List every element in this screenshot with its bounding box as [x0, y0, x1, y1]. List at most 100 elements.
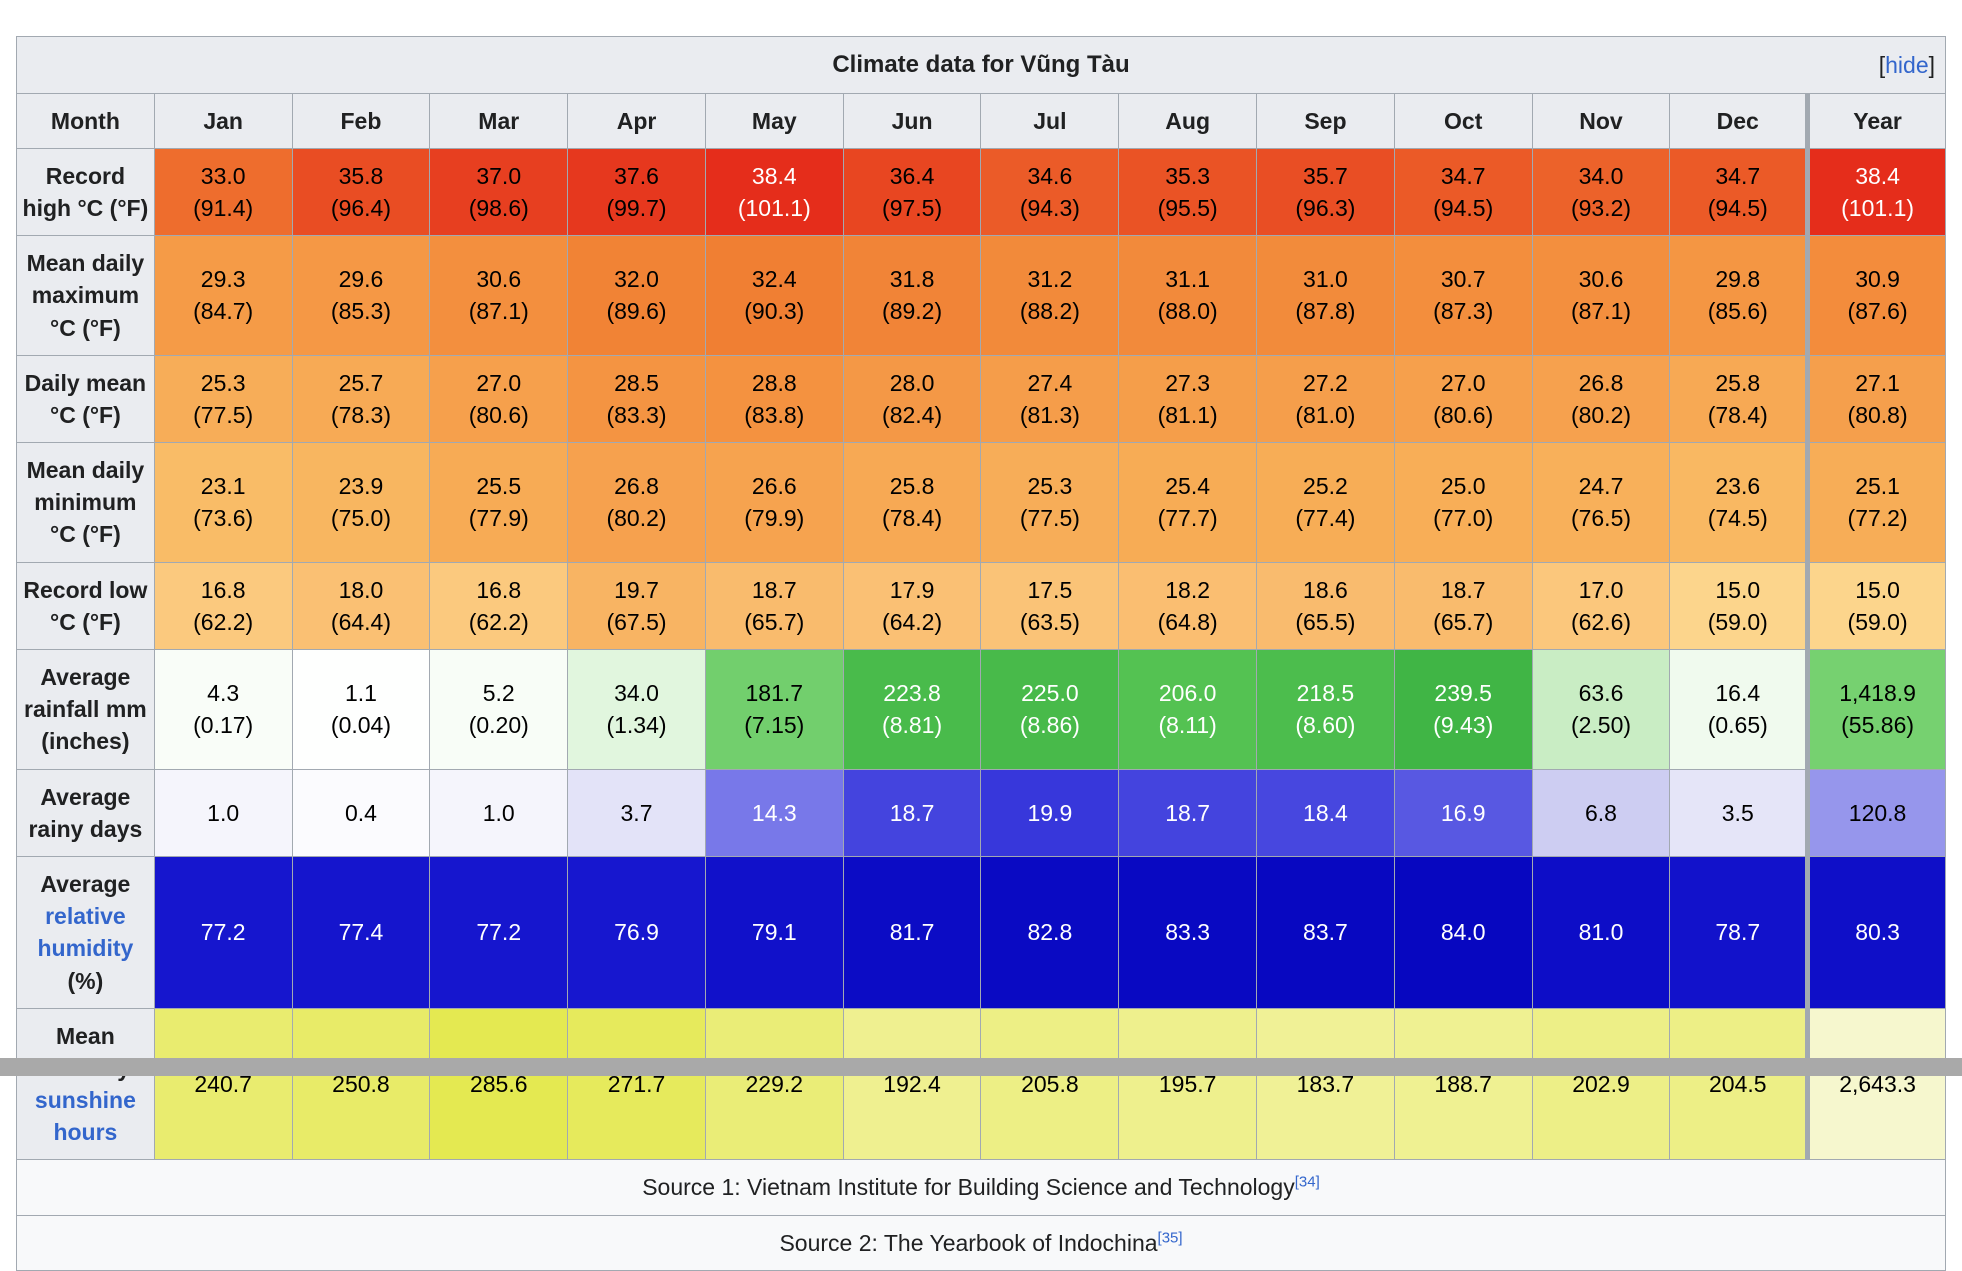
- cell-secondary-value: (63.5): [1019, 608, 1080, 635]
- month-cell: 4.3 (0.17): [153, 649, 293, 770]
- cell-secondary-value: (62.2): [468, 608, 529, 635]
- cell-secondary-value: (64.2): [882, 608, 943, 635]
- month-cell: 18.7: [842, 768, 982, 857]
- cell-value: 18.6: [1303, 576, 1348, 603]
- source-cell-1: Source 1: Vietnam Institute for Building…: [16, 1159, 1946, 1216]
- bracket-close: ]: [1928, 51, 1935, 78]
- cell-value: 30.7: [1440, 266, 1486, 293]
- cell-value: 26.8: [614, 473, 659, 500]
- column-header-oct: Oct: [1393, 92, 1533, 149]
- cell-secondary-value: (8.11): [1158, 712, 1217, 739]
- cell-secondary-value: (87.8): [1295, 298, 1356, 325]
- cell-value: 33.0: [200, 162, 246, 189]
- month-cell: 25.3 (77.5): [153, 354, 293, 444]
- month-cell: 25.5 (77.9): [429, 442, 569, 563]
- month-cell: 83.7: [1256, 855, 1395, 1009]
- cell-secondary-value: (101.1): [737, 194, 811, 221]
- month-cell: 202.9: [1531, 1007, 1671, 1161]
- cell-value: 4.3: [207, 680, 240, 707]
- cell-secondary-value: (0.04): [330, 712, 391, 739]
- cell-value: 120.8: [1848, 799, 1907, 826]
- cell-value: 30.9: [1855, 266, 1900, 293]
- column-header-month: Month: [16, 92, 155, 149]
- cell-value: 25.0: [1440, 473, 1486, 500]
- column-header-year: Year: [1805, 92, 1946, 149]
- cell-secondary-value: (85.6): [1707, 298, 1768, 325]
- cell-value: 1,418.9: [1839, 680, 1916, 707]
- month-cell: 32.0 (89.6): [567, 235, 706, 356]
- month-cell: 25.3 (77.5): [980, 442, 1120, 563]
- cell-value: 18.7: [889, 799, 935, 826]
- cell-value: 25.3: [200, 369, 246, 396]
- cell-value: 218.5: [1296, 680, 1355, 707]
- month-cell: 77.2: [429, 855, 569, 1009]
- cell-value: 76.9: [614, 919, 659, 946]
- cell-secondary-value: (88.2): [1019, 298, 1080, 325]
- cell-value: 28.0: [889, 369, 935, 396]
- column-header-dec: Dec: [1669, 92, 1809, 149]
- cell-value: 24.7: [1578, 473, 1624, 500]
- reference-link-35[interactable]: [35]: [1157, 1229, 1183, 1246]
- cell-value: 32.4: [751, 266, 797, 293]
- cell-secondary-value: (59.0): [1707, 608, 1768, 635]
- cell-secondary-value: (64.8): [1157, 608, 1218, 635]
- row-label-link[interactable]: sunshine hours: [34, 1087, 136, 1146]
- source-cell-2: Source 2: The Yearbook of Indochina[35]: [16, 1214, 1946, 1271]
- cell-value: 17.0: [1578, 576, 1624, 603]
- month-cell: 18.0 (64.4): [291, 561, 431, 651]
- cell-value: 5.2: [482, 680, 515, 707]
- cell-secondary-value: (88.0): [1157, 298, 1218, 325]
- row-label-link[interactable]: relative humidity: [37, 903, 134, 962]
- cell-value: 27.3: [1165, 369, 1211, 396]
- month-cell: 18.7: [1118, 768, 1258, 857]
- month-cell: 206.0 (8.11): [1118, 649, 1258, 770]
- cell-value: 18.7: [751, 576, 797, 603]
- month-cell: 31.1 (88.0): [1118, 235, 1258, 356]
- hide-link[interactable]: hide: [1885, 51, 1929, 78]
- source-2-text: Source 2: The Yearbook of Indochina: [779, 1229, 1158, 1256]
- month-cell: 77.4: [291, 855, 431, 1009]
- table-head: Climate data for Vũng Tàu [hide] Month Ja…: [16, 36, 1946, 149]
- source-row-1: Source 1: Vietnam Institute for Building…: [16, 1159, 1946, 1216]
- cell-value: 15.0: [1855, 576, 1900, 603]
- month-cell: 31.8 (89.2): [842, 235, 982, 356]
- cell-value: 79.1: [751, 919, 797, 946]
- cell-secondary-value: (94.3): [1019, 194, 1080, 221]
- title-row: Climate data for Vũng Tàu [hide]: [16, 36, 1946, 94]
- table-row: Record high °C (°F) 33.0 (91.4) 35.8 (96.4) 3…: [16, 147, 1946, 237]
- row-label: Average rainy days: [16, 768, 155, 857]
- source-2-ref: [35]: [1158, 1229, 1183, 1246]
- month-cell: 25.7 (78.3): [291, 354, 431, 444]
- cell-secondary-value: (0.17): [193, 712, 254, 739]
- cell-secondary-value: (101.1): [1841, 194, 1915, 221]
- bracket-open: [: [1878, 51, 1886, 78]
- month-cell: 31.2 (88.2): [980, 235, 1120, 356]
- cell-value: 83.7: [1303, 919, 1348, 946]
- cell-value: 83.3: [1165, 919, 1211, 946]
- column-header-apr: Apr: [567, 92, 706, 149]
- cell-value: 29.8: [1715, 266, 1761, 293]
- month-cell: 35.8 (96.4): [291, 147, 431, 237]
- column-header-jul: Jul: [980, 92, 1120, 149]
- cell-value: 3.5: [1721, 799, 1754, 826]
- reference-link-34[interactable]: [34]: [1294, 1173, 1320, 1191]
- cell-secondary-value: (98.6): [468, 194, 529, 221]
- cell-secondary-value: (80.6): [468, 401, 529, 428]
- year-cell: 80.3: [1805, 855, 1946, 1009]
- cell-value: 30.6: [1578, 266, 1624, 293]
- page-background: { "page": { "bottom_bar_color": "#a9a9a9…: [0, 36, 1962, 1271]
- cell-value: 25.8: [889, 473, 935, 500]
- cell-secondary-value: (77.0): [1433, 505, 1494, 532]
- month-cell: 25.8 (78.4): [842, 442, 982, 563]
- cell-secondary-value: (85.3): [330, 298, 391, 325]
- month-cell: 37.6 (99.7): [567, 147, 706, 237]
- column-header-jun: Jun: [842, 92, 982, 149]
- cell-value: 26.8: [1578, 369, 1624, 396]
- column-header-feb: Feb: [291, 92, 431, 149]
- month-cell: 28.5 (83.3): [567, 354, 706, 444]
- month-cell: 181.7 (7.15): [704, 649, 844, 770]
- cell-value: 18.7: [1165, 799, 1211, 826]
- cell-secondary-value: (97.5): [882, 194, 943, 221]
- month-cell: 17.5 (63.5): [980, 561, 1120, 651]
- cell-value: 1.0: [207, 799, 240, 826]
